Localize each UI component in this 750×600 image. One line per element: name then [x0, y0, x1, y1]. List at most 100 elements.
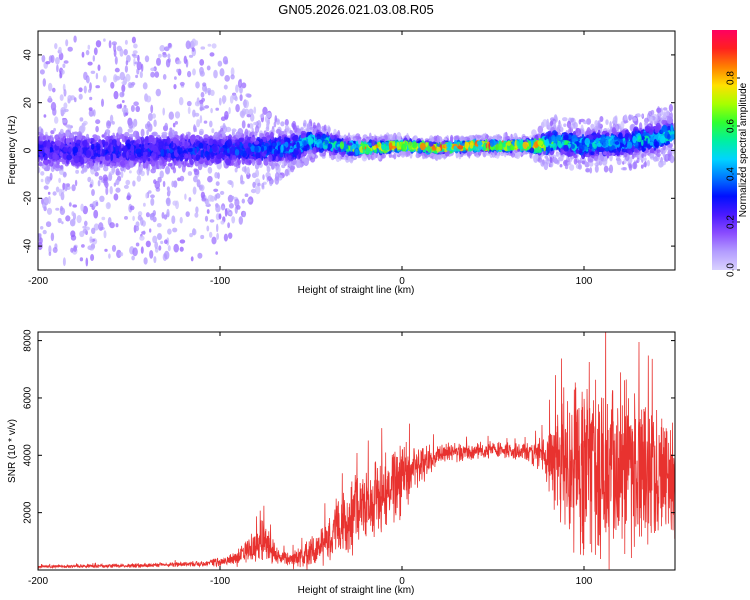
spectrogram-cell — [46, 207, 53, 215]
spectrogram-cell — [65, 39, 69, 47]
spectrogram-cell — [396, 131, 402, 141]
spectrogram-cell — [215, 107, 219, 111]
spectrogram-cell — [49, 172, 53, 181]
spectrogram-cell — [230, 195, 235, 200]
spectrogram-cell — [121, 81, 127, 85]
spectrogram-cell — [201, 97, 206, 102]
spectrogram-cell — [620, 121, 625, 129]
spectrogram-cell — [150, 104, 154, 114]
spectrogram-cell — [211, 236, 217, 245]
spectrogram-cell — [63, 102, 68, 109]
spectrogram-cell — [585, 167, 590, 173]
spectrogram-cell — [257, 182, 261, 187]
spectrogram-cell — [89, 247, 94, 251]
spectrogram-cell — [150, 194, 155, 199]
spectrogram-cell — [87, 61, 93, 66]
spectrogram-cell — [640, 114, 644, 118]
spectrogram-cell — [196, 179, 201, 188]
spectrogram-cell — [135, 242, 140, 247]
spectrogram-cell — [177, 177, 181, 182]
spectrogram-cell — [104, 248, 108, 252]
spectrogram-cell — [150, 71, 156, 78]
spectrogram-cell — [214, 194, 218, 201]
spectrogram-cell — [244, 108, 250, 115]
spectrogram-cell — [87, 176, 92, 183]
spectrogram-cell — [280, 121, 285, 127]
spectrogram-cell — [58, 46, 62, 55]
spectrogram-cell — [163, 214, 168, 220]
spectrogram-cell — [316, 123, 321, 132]
spectrogram-cell — [274, 115, 278, 123]
spectrogram-cell — [38, 166, 41, 174]
spectrogram-cell — [93, 209, 99, 219]
spectrogram-cell — [145, 192, 148, 199]
spectrogram-cell — [73, 35, 77, 43]
spectrogram-cell — [660, 147, 664, 155]
spectrogram-cell — [164, 239, 168, 244]
spectrogram-cell — [99, 195, 105, 202]
spectrogram-cell — [150, 197, 155, 206]
spectrogram-cell — [67, 46, 73, 52]
spectrogram-cell — [573, 122, 578, 129]
spectrogram-cell — [114, 67, 120, 73]
spectrogram-cell — [139, 235, 145, 241]
spectrogram-cell — [553, 120, 557, 128]
spectrogram-cell — [63, 60, 69, 64]
spectrogram-cell — [496, 134, 502, 139]
spectrogram-cell — [61, 69, 65, 75]
spectrogram-cell — [55, 57, 60, 65]
spectrogram-cell — [179, 246, 184, 252]
spectrogram-cell — [173, 243, 179, 253]
spectrogram-cell — [207, 194, 214, 202]
spectrogram-cell — [54, 43, 58, 50]
spectrogram-cell — [204, 105, 210, 109]
spectrogram-cell — [186, 100, 192, 107]
spectrogram-cell — [296, 158, 301, 168]
spectrogram-cell — [108, 253, 111, 259]
spectrogram-cell — [211, 128, 215, 134]
spectrogram-cell — [207, 175, 213, 183]
spectrogram-cell — [193, 124, 196, 133]
spectrogram-cell — [608, 164, 614, 174]
spectrogram-cell — [48, 95, 52, 102]
spectrogram-cell — [92, 55, 96, 62]
spectrogram-cell — [91, 189, 95, 196]
spectrogram-cell — [531, 129, 537, 137]
spectrogram-cell — [162, 53, 168, 58]
spectrogram-cell — [663, 107, 668, 111]
spectrogram-cell — [224, 110, 229, 120]
spectrogram-cell — [48, 82, 53, 92]
spectrogram-cell — [333, 128, 337, 134]
spectrogram-cell — [172, 122, 176, 128]
spectrogram-cell — [42, 229, 47, 235]
spectrogram-cell — [174, 121, 178, 125]
spectrogram-cell — [255, 169, 260, 178]
spectrogram-cell — [261, 185, 265, 190]
spectrogram-cell — [67, 95, 73, 102]
spectrogram-cell — [139, 164, 143, 172]
spectrogram-cell — [200, 234, 205, 240]
spectrogram-cell — [669, 155, 675, 164]
spectrogram-cell — [45, 61, 51, 65]
spectrogram-cell — [135, 221, 140, 228]
spectrogram-cell — [312, 125, 317, 129]
spectrogram-cell — [143, 202, 146, 207]
spectrogram-cell — [62, 63, 66, 69]
spectrogram-cell — [91, 227, 96, 234]
spectrogram-cell — [81, 244, 85, 248]
spectrogram-cell — [240, 110, 246, 119]
spectrogram-cell — [115, 170, 122, 176]
spectrogram-cell — [649, 148, 655, 154]
spectrogram-cell — [154, 71, 160, 78]
spectrogram-cell — [146, 121, 151, 128]
spectrogram-cell — [210, 89, 215, 96]
spectrogram-cell — [246, 166, 250, 176]
spectrogram-cell — [42, 202, 47, 209]
spectrogram-cell — [81, 51, 85, 58]
spectrogram-cell — [162, 180, 166, 188]
spectrogram-cell — [133, 58, 136, 67]
spectrogram-cell — [243, 99, 249, 109]
spectrogram-cell — [434, 152, 439, 162]
spectrogram-cell — [204, 215, 209, 222]
spectrogram-cell — [156, 223, 162, 228]
